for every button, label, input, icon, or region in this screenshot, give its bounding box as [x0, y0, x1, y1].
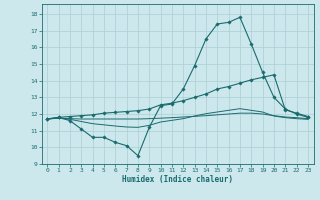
X-axis label: Humidex (Indice chaleur): Humidex (Indice chaleur): [122, 175, 233, 184]
